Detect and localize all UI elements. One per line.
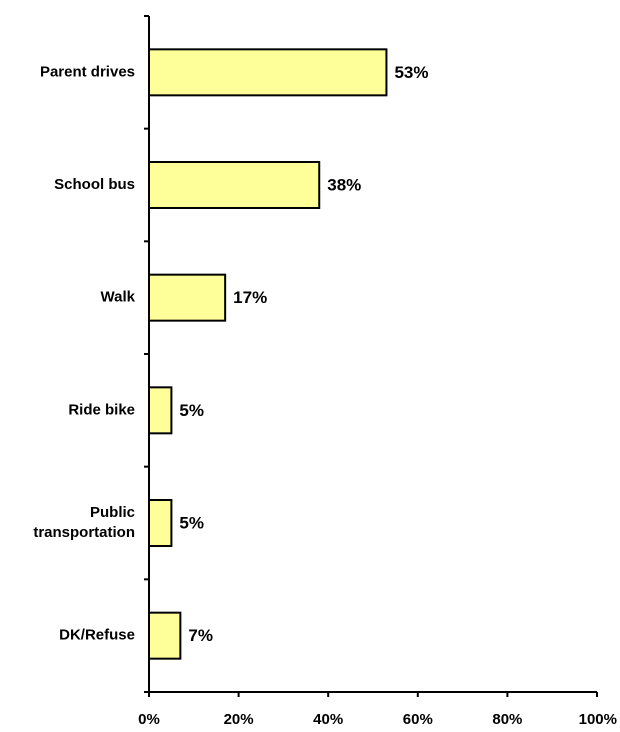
data-label-4: 5% — [179, 513, 204, 532]
x-tick-label-3: 60% — [403, 711, 433, 728]
category-label-line: DK/Refuse — [59, 627, 135, 644]
labels-layer: Parent drives 53% School bus 38% Walk 17% Ride… — [33, 63, 617, 728]
category-label-line: Parent drives — [40, 63, 135, 80]
x-tick-label-2: 40% — [313, 711, 343, 728]
data-label-1: 38% — [327, 175, 361, 194]
category-label-line: Public — [90, 504, 135, 521]
bar-3 — [148, 386, 173, 435]
category-label-0: Parent drives — [40, 63, 135, 80]
bars-layer — [148, 48, 388, 660]
bar-0 — [148, 48, 388, 97]
x-tick-label-1: 20% — [224, 711, 254, 728]
category-label-line: Walk — [101, 289, 136, 306]
category-label-3: Ride bike — [68, 401, 135, 418]
axis-layer — [144, 15, 598, 697]
data-label-0: 53% — [394, 63, 428, 82]
bar-1 — [148, 161, 321, 209]
bar-4 — [148, 499, 173, 547]
category-label-2: Walk — [101, 289, 136, 306]
x-tick-label-4: 80% — [492, 711, 522, 728]
category-label-line: Ride bike — [68, 401, 135, 418]
category-label-line: transportation — [33, 524, 135, 541]
category-label-1: School bus — [54, 176, 135, 193]
data-label-5: 7% — [188, 626, 213, 645]
x-tick-label-0: 0% — [138, 711, 160, 728]
data-label-2: 17% — [233, 288, 267, 307]
category-label-5: DK/Refuse — [59, 627, 135, 644]
category-label-4: Public transportation — [33, 504, 135, 541]
bar-5 — [148, 611, 182, 660]
data-label-3: 5% — [179, 401, 204, 420]
x-tick-label-5: 100% — [579, 711, 617, 728]
category-label-line: School bus — [54, 176, 135, 193]
bar-2 — [148, 273, 227, 322]
